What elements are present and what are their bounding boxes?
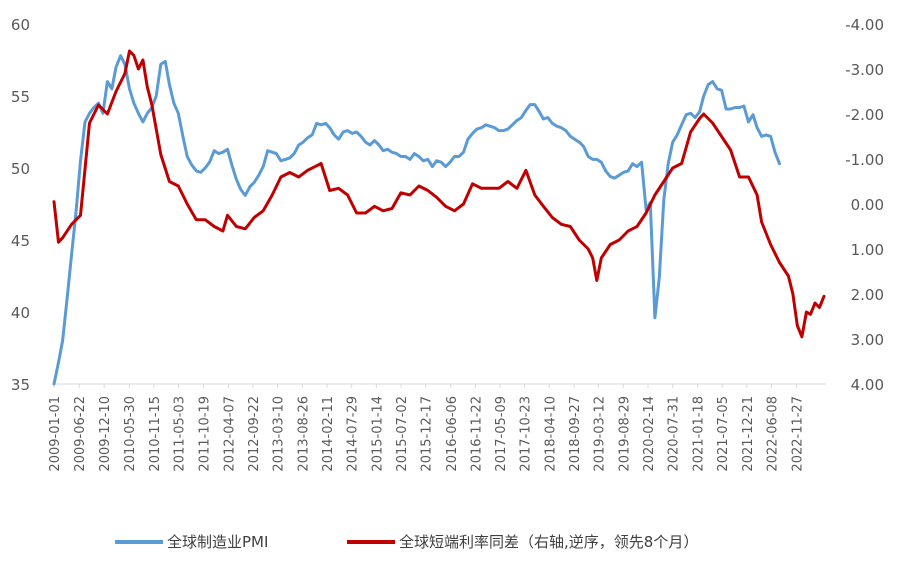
x-tick-label-16: 2016-06-06 — [445, 396, 460, 472]
right-tick-label-6: 2.00 — [851, 286, 884, 304]
x-tick-label-6: 2011-10-19 — [197, 396, 212, 472]
x-tick-label-24: 2020-02-14 — [642, 396, 657, 472]
series-layer — [52, 49, 826, 386]
x-tick-label-21: 2018-09-27 — [568, 396, 583, 472]
right-tick-label-0: -4.00 — [845, 16, 884, 34]
x-tick-label-5: 2011-05-03 — [173, 396, 188, 472]
x-tick-label-4: 2010-11-15 — [148, 396, 163, 472]
x-tick-label-14: 2015-07-02 — [395, 396, 410, 472]
series-line-rate-diff — [52, 49, 826, 339]
legend-label-pmi: 全球制造业PMI — [167, 533, 268, 551]
right-tick-label-5: 1.00 — [851, 241, 884, 259]
left-tick-label-0: 35 — [11, 376, 30, 394]
left-tick-label-1: 40 — [11, 304, 30, 322]
x-axis-tick-labels: 2009-01-01 2009-06-22 2009-12-10 2010-05-30… — [48, 384, 806, 472]
x-tick-label-26: 2021-01-18 — [692, 396, 707, 472]
right-tick-label-7: 3.00 — [851, 331, 884, 349]
x-tick-label-18: 2017-05-09 — [494, 396, 509, 472]
x-tick-label-29: 2022-06-08 — [766, 396, 781, 472]
x-tick-label-2: 2009-12-10 — [98, 396, 113, 472]
right-axis-tick-labels: -4.00 -3.00 -2.00 -1.00 0.00 1.00 2.00 3.00 4.00 — [845, 16, 884, 394]
x-tick-label-22: 2019-03-12 — [592, 396, 607, 472]
x-tick-label-13: 2015-01-14 — [370, 396, 385, 472]
right-tick-label-1: -3.00 — [845, 61, 884, 79]
right-tick-label-3: -1.00 — [845, 151, 884, 169]
x-tick-label-17: 2016-11-22 — [470, 396, 485, 472]
right-tick-label-4: 0.00 — [851, 196, 884, 214]
left-axis-tick-labels: 35 40 45 50 55 60 — [11, 16, 30, 394]
x-tick-label-20: 2018-04-10 — [543, 396, 558, 472]
x-tick-label-27: 2021-07-05 — [716, 396, 731, 472]
x-tick-label-8: 2012-09-22 — [247, 396, 262, 472]
x-tick-label-7: 2012-04-07 — [222, 396, 237, 472]
x-tick-label-3: 2010-05-30 — [123, 396, 138, 472]
left-tick-label-2: 45 — [11, 232, 30, 250]
right-tick-label-8: 4.00 — [851, 376, 884, 394]
x-tick-label-10: 2013-08-26 — [296, 396, 311, 472]
left-tick-label-4: 55 — [11, 88, 30, 106]
x-tick-label-23: 2019-08-29 — [617, 396, 632, 472]
x-tick-label-1: 2009-06-22 — [73, 396, 88, 472]
x-tick-label-19: 2017-10-23 — [519, 396, 534, 472]
x-tick-label-30: 2022-11-27 — [791, 396, 806, 472]
x-tick-label-15: 2015-12-17 — [420, 396, 435, 472]
series-line-pmi — [52, 54, 781, 386]
x-tick-label-0: 2009-01-01 — [48, 396, 63, 472]
left-tick-label-5: 60 — [11, 16, 30, 34]
left-tick-label-3: 50 — [11, 160, 30, 178]
x-tick-label-9: 2013-03-10 — [272, 396, 287, 472]
x-tick-label-11: 2014-02-11 — [321, 396, 336, 472]
right-tick-label-2: -2.00 — [845, 106, 884, 124]
legend: 全球制造业PMI 全球短端利率同差（右轴,逆序，领先8个月） — [115, 533, 698, 551]
x-tick-label-12: 2014-07-29 — [346, 396, 361, 472]
legend-label-rate-diff: 全球短端利率同差（右轴,逆序，领先8个月） — [399, 533, 698, 551]
x-tick-label-25: 2020-07-31 — [667, 396, 682, 472]
x-tick-label-28: 2021-12-21 — [741, 396, 756, 472]
